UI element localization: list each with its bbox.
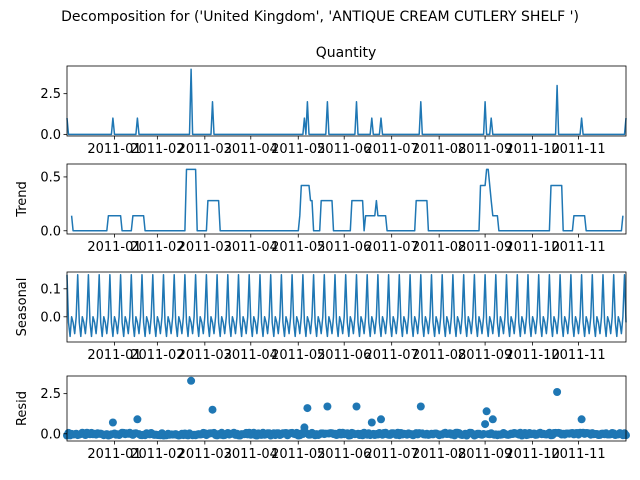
trend-xtick-label: 2011-11	[551, 240, 605, 255]
observed-xtick-label: 2011-06	[317, 142, 371, 157]
seasonal-ytick-label: 0.1	[40, 282, 61, 297]
trend-xtick-label: 2011-09	[458, 240, 512, 255]
resid-axes-frame	[66, 375, 627, 442]
resid-xtick-label: 2011-01	[87, 447, 141, 462]
figure-suptitle: Decomposition for ('United Kingdom', 'AN…	[61, 9, 579, 25]
resid-xtick-label: 2011-02	[130, 447, 184, 462]
resid-xtick-label: 2011-05	[271, 447, 325, 462]
resid-xtick-label: 2011-03	[178, 447, 232, 462]
trend-ytick-label: 0.0	[40, 224, 61, 239]
seasonal-xtick-label: 2011-10	[505, 348, 559, 363]
resid-ytick-label: 0.0	[40, 427, 61, 442]
trend-xtick-label: 2011-06	[317, 240, 371, 255]
resid-point	[553, 388, 562, 396]
resid-point	[482, 407, 491, 416]
resid-ylabel: Resid	[15, 391, 30, 426]
observed-ytick-label: 0.0	[40, 128, 61, 143]
observed-xtick-label: 2011-01	[87, 142, 141, 157]
resid-point	[303, 404, 312, 413]
observed-xtick-label: 2011-07	[365, 142, 419, 157]
seasonal-panel: 0.00.12011-012011-022011-032011-042011-0…	[15, 271, 627, 363]
observed-xtick-label: 2011-10	[505, 142, 559, 157]
trend-xtick-label: 2011-01	[87, 240, 141, 255]
resid-xtick-label: 2011-06	[317, 447, 371, 462]
trend-xtick-label: 2011-02	[130, 240, 184, 255]
observed-xtick-label: 2011-05	[271, 142, 325, 157]
trend-xtick-label: 2011-08	[412, 240, 466, 255]
seasonal-xtick-label: 2011-01	[87, 348, 141, 363]
seasonal-xtick-label: 2011-11	[551, 348, 605, 363]
resid-xtick-label: 2011-04	[224, 447, 278, 462]
seasonal-xtick-label: 2011-03	[178, 348, 232, 363]
resid-point	[208, 405, 217, 414]
seasonal-xtick-label: 2011-04	[224, 348, 278, 363]
resid-point	[187, 376, 196, 385]
trend-xtick-label: 2011-05	[271, 240, 325, 255]
resid-point	[133, 415, 142, 424]
observed-axes-frame	[66, 65, 627, 137]
seasonal-ytick-label: 0.0	[40, 310, 61, 325]
resid-xtick-label: 2011-11	[551, 447, 605, 462]
seasonal-xtick-label: 2011-09	[458, 348, 512, 363]
seasonal-xtick-label: 2011-07	[365, 348, 419, 363]
observed-xtick-label: 2011-11	[551, 142, 605, 157]
trend-ylabel: Trend	[15, 181, 30, 218]
trend-xtick-label: 2011-10	[505, 240, 559, 255]
trend-ytick-label: 0.5	[40, 170, 61, 185]
trend-panel: 0.00.52011-012011-022011-032011-042011-0…	[15, 163, 627, 255]
observed-xtick-label: 2011-02	[130, 142, 184, 157]
seasonal-xtick-label: 2011-02	[130, 348, 184, 363]
resid-xtick-label: 2011-10	[505, 447, 559, 462]
resid-ytick-label: 2.5	[40, 387, 61, 402]
resid-point	[323, 402, 332, 411]
observed-series-line	[66, 68, 627, 136]
observed-panel-title: Quantity	[316, 45, 377, 61]
trend-xtick-label: 2011-03	[178, 240, 232, 255]
resid-point	[352, 402, 361, 411]
seasonal-xtick-label: 2011-05	[271, 348, 325, 363]
seasonal-series-line	[66, 274, 627, 338]
resid-point	[481, 420, 490, 429]
resid-point	[416, 402, 425, 411]
resid-xtick-label: 2011-09	[458, 447, 512, 462]
resid-xtick-label: 2011-07	[365, 447, 419, 462]
observed-panel: 0.02.52011-012011-022011-032011-042011-0…	[40, 65, 627, 157]
resid-xtick-label: 2011-08	[412, 447, 466, 462]
resid-point	[108, 418, 117, 427]
trend-xtick-label: 2011-04	[224, 240, 278, 255]
trend-xtick-label: 2011-07	[365, 240, 419, 255]
observed-xtick-label: 2011-04	[224, 142, 278, 157]
seasonal-xtick-label: 2011-08	[412, 348, 466, 363]
observed-xtick-label: 2011-03	[178, 142, 232, 157]
observed-ytick-label: 2.5	[40, 87, 61, 102]
resid-point	[367, 418, 376, 427]
observed-xtick-label: 2011-08	[412, 142, 466, 157]
resid-panel: 0.02.52011-012011-022011-032011-042011-0…	[15, 375, 630, 462]
resid-point	[488, 415, 497, 424]
seasonal-ylabel: Seasonal	[15, 278, 30, 337]
seasonal-axes-frame	[66, 271, 627, 343]
panels: 0.02.52011-012011-022011-032011-042011-0…	[15, 65, 630, 462]
observed-xtick-label: 2011-09	[458, 142, 512, 157]
trend-series-line	[70, 168, 624, 232]
resid-point	[577, 415, 586, 424]
seasonal-xtick-label: 2011-06	[317, 348, 371, 363]
trend-axes-frame	[66, 163, 627, 235]
resid-point	[377, 415, 385, 424]
